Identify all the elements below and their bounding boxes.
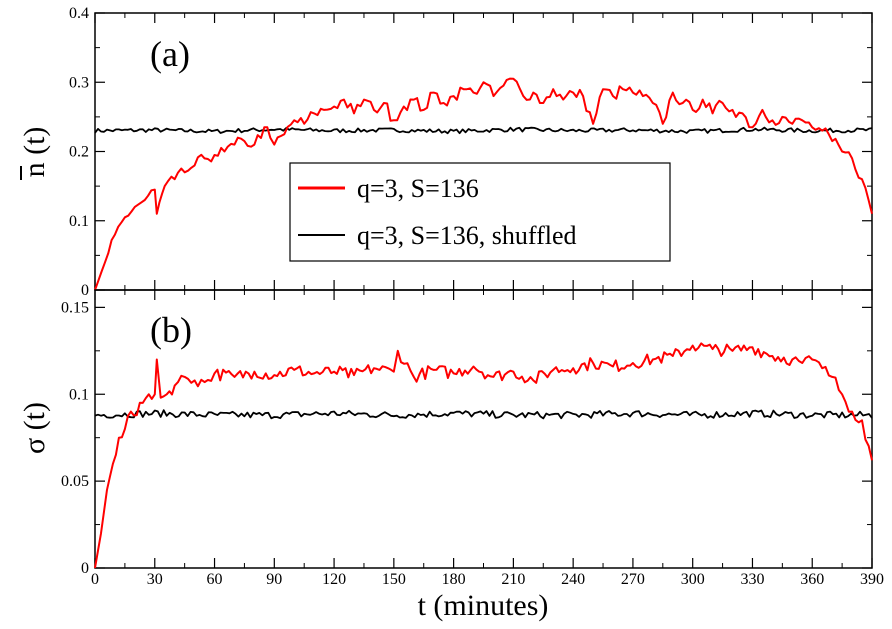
panel-a: 0 0.1 0.2 0.3 0.4 (a) n (t) q=3, S=136 q=3, … [18,5,873,299]
x-tick-label: 30 [147,571,163,588]
x-tick-label: 60 [207,571,223,588]
x-tick-label: 90 [266,571,282,588]
series-a [94,77,873,291]
panel-label-b: (b) [150,310,192,350]
series-b [94,342,873,569]
ticks-b [94,290,873,569]
series-line-black [94,126,873,135]
legend-entry-black: q=3, S=136, shuffled [357,221,577,250]
x-tick-label: 240 [561,571,585,588]
y-tick-label: 0.4 [69,5,89,22]
y-axis-label-a-text: n (t) [18,127,51,178]
ticks-a [94,12,873,291]
y-tick-label: 0 [81,282,89,299]
y-tick-label: 0.05 [61,473,89,490]
x-tick-label: 390 [860,571,884,588]
x-tick-label: 300 [681,571,705,588]
x-tick-label: 210 [501,571,525,588]
x-tick-labels: 0 30 60 90 120 150 180 210 240 270 300 330 360 390 [91,571,884,588]
x-tick-label: 270 [621,571,645,588]
x-tick-label: 360 [800,571,824,588]
plot-frame-b [94,289,873,569]
y-axis-label-b: σ (t) [18,402,51,454]
x-axis-label: t (minutes) [418,589,549,622]
x-tick-label: 120 [322,571,346,588]
y-tick-label: 0.2 [69,144,89,161]
series-line-red [94,342,873,569]
x-tick-label: 150 [382,571,406,588]
panel-b: 0 0.05 0.1 0.15 0 30 60 90 120 150 180 210 240 270 30… [18,289,884,622]
legend-entry-red: q=3, S=136 [357,174,479,203]
y-tick-labels-a: 0 0.1 0.2 0.3 0.4 [69,5,89,299]
panel-label-a: (a) [150,34,190,74]
legend-box [289,162,671,262]
x-tick-label: 0 [91,571,99,588]
y-tick-label: 0.1 [69,386,89,403]
series-line-red [94,77,873,291]
series-line-black [94,409,873,420]
y-tick-labels-b: 0 0.05 0.1 0.15 [61,299,89,577]
y-tick-label: 0 [81,560,89,577]
x-tick-label: 330 [740,571,764,588]
y-axis-label-a: n (t) [18,127,51,180]
y-tick-label: 0.15 [61,299,89,316]
y-tick-label: 0.3 [69,74,89,91]
legend: q=3, S=136 q=3, S=136, shuffled [289,162,671,262]
y-tick-label: 0.1 [69,213,89,230]
x-tick-label: 180 [442,571,466,588]
